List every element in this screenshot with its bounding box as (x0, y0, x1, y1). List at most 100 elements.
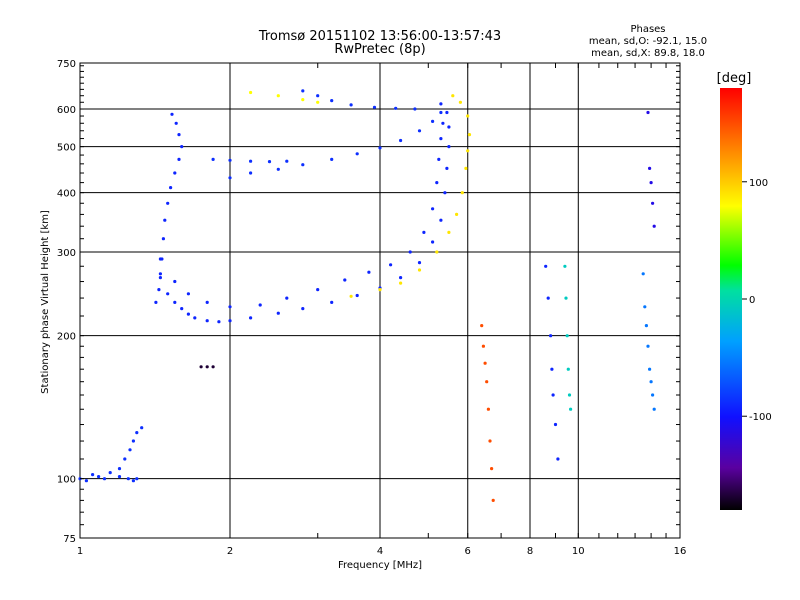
data-point (483, 361, 487, 365)
data-point (285, 296, 289, 300)
x-tick-label: 1 (77, 546, 83, 557)
data-point (399, 138, 403, 143)
data-point (267, 160, 272, 164)
data-point (565, 334, 569, 338)
data-point (170, 112, 174, 116)
stats-o-line: mean, sd,O: -92.1, 15.0 (589, 36, 707, 47)
data-point (166, 201, 170, 205)
data-point (389, 263, 393, 267)
data-point (166, 292, 170, 296)
data-point (451, 94, 455, 98)
data-point (550, 367, 554, 371)
data-point (158, 272, 162, 276)
data-point (301, 98, 305, 102)
data-point (177, 157, 181, 161)
data-point (431, 119, 435, 123)
data-point (490, 467, 494, 471)
data-point (205, 365, 209, 369)
data-point (569, 407, 573, 411)
data-point (276, 311, 280, 315)
data-point (173, 300, 177, 304)
data-point (566, 367, 570, 371)
data-point (435, 181, 439, 185)
data-point (135, 477, 139, 481)
data-point (553, 422, 558, 427)
data-point (117, 475, 122, 479)
data-point (249, 316, 253, 320)
data-point (567, 393, 572, 397)
data-point (330, 157, 334, 161)
data-point (378, 288, 382, 292)
data-point (641, 272, 645, 276)
data-point (158, 276, 162, 280)
data-point (217, 320, 221, 324)
y-tick-label: 600 (57, 105, 76, 116)
data-point (646, 110, 650, 115)
data-point (447, 125, 451, 129)
data-point (564, 296, 568, 300)
data-point (447, 230, 451, 234)
data-point (228, 158, 232, 162)
data-point (458, 100, 462, 104)
data-point (445, 110, 449, 115)
data-point (644, 324, 649, 328)
data-point (355, 293, 359, 298)
data-point (173, 279, 177, 284)
data-point (84, 479, 88, 483)
y-tick-label: 300 (57, 248, 76, 259)
x-tick-label: 16 (674, 546, 687, 557)
data-point (316, 288, 320, 292)
data-point (443, 191, 447, 195)
data-point (355, 152, 359, 156)
data-point (563, 264, 567, 268)
data-point (205, 319, 209, 323)
data-point (367, 270, 371, 274)
data-point (643, 305, 647, 309)
colorbar-ticks: 100 0 -100 (742, 178, 772, 423)
data-point (649, 181, 653, 185)
data-point (186, 292, 190, 296)
data-point (174, 121, 178, 125)
data-point (648, 367, 652, 371)
data-point (180, 307, 184, 311)
data-point (177, 133, 181, 137)
data-point (435, 250, 439, 254)
chart-subtitle: RwPretec (8p) (334, 42, 425, 57)
y-tick-label: 200 (57, 332, 76, 343)
data-point (447, 145, 451, 149)
data-point (301, 163, 305, 167)
data-point (158, 257, 162, 261)
data-point (285, 159, 289, 163)
data-point (466, 114, 470, 118)
data-point (648, 166, 652, 170)
data-point (135, 431, 139, 435)
data-point (154, 300, 158, 304)
data-point (123, 457, 127, 461)
data-point (249, 159, 253, 163)
data-point (417, 129, 422, 133)
data-point (464, 166, 468, 170)
x-tick-label: 2 (227, 546, 233, 557)
axis-ticks: 1 2 4 6 8 10 16 75 100 200 300 400 500 600 750 (57, 59, 686, 557)
data-point (488, 439, 492, 443)
data-point (378, 146, 382, 150)
data-point (186, 312, 190, 316)
y-tick-label: 100 (57, 475, 76, 486)
data-point (431, 240, 435, 244)
colorbar-tick-label: 0 (749, 295, 755, 306)
data-point (131, 479, 135, 483)
data-point (161, 237, 165, 241)
x-axis-label: Frequency [MHz] (338, 560, 422, 571)
data-point (180, 145, 184, 149)
data-point (249, 90, 253, 95)
data-point (556, 457, 560, 461)
data-point (211, 365, 215, 369)
data-point (439, 218, 443, 222)
data-point (91, 473, 95, 477)
x-tick-label: 6 (465, 546, 471, 557)
data-point (349, 103, 353, 107)
data-point (211, 157, 215, 161)
data-point (126, 477, 130, 481)
data-point (551, 393, 555, 397)
